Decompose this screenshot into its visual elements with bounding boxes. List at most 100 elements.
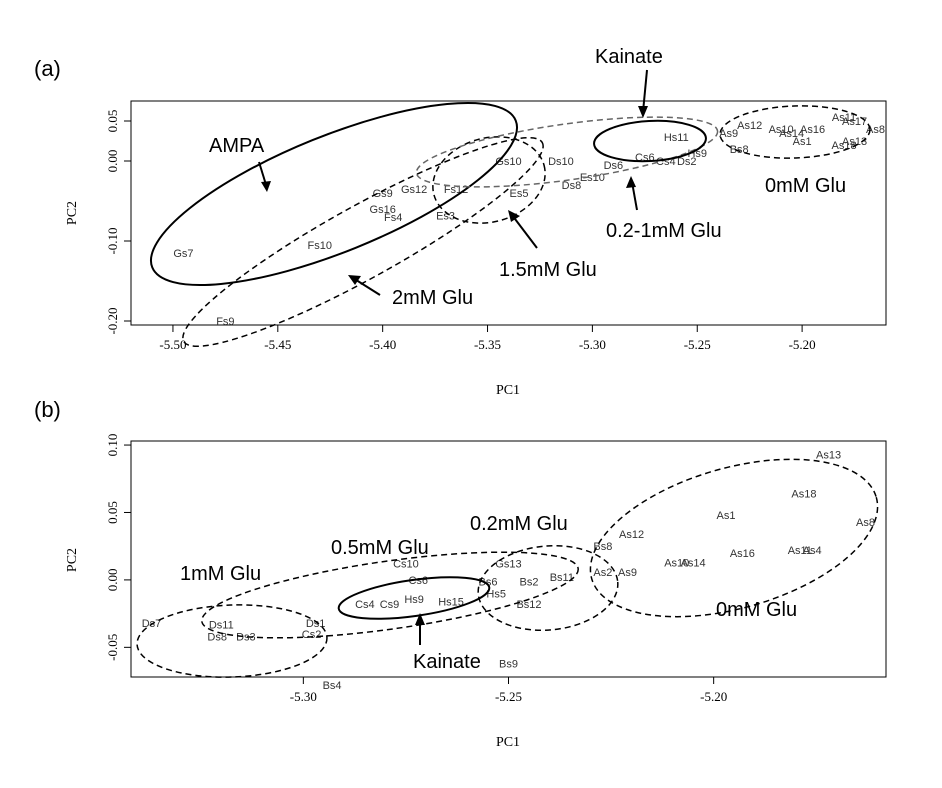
- panel-a-xlabel: PC1: [496, 383, 520, 398]
- panel-a: (a) -5.50 -5.45 -5.40 -5.35 -5.30 -5.25 -5.20 …: [34, 46, 887, 398]
- data-point-label: As8: [856, 517, 875, 529]
- panel-b-y-axis: 0.10 0.05 0.00 -0.05: [105, 434, 131, 661]
- data-point-label: As16: [800, 124, 825, 136]
- data-point-label: Hs5: [486, 588, 506, 600]
- y-tick-label: 0.00: [105, 569, 120, 592]
- y-tick-label: -0.10: [105, 227, 120, 254]
- y-tick-label: 0.10: [105, 434, 120, 457]
- ampa-label: AMPA: [209, 135, 265, 157]
- data-point-label: As11: [788, 545, 812, 557]
- data-point-label: As13: [842, 136, 867, 148]
- data-point-label: Gs16: [370, 204, 396, 216]
- glu-0mm-label-a: 0mM Glu: [765, 175, 846, 197]
- data-point-label: Cs10: [393, 559, 419, 571]
- x-tick-label: -5.40: [369, 337, 396, 352]
- data-point-label: Cs4: [355, 599, 375, 611]
- data-point-label: As18: [791, 489, 816, 501]
- data-point-label: As4: [803, 545, 822, 557]
- data-point-label: Cs6: [635, 152, 655, 164]
- data-point-label: Bs2: [520, 576, 539, 588]
- data-point-label: As14: [681, 557, 706, 569]
- data-point-label: Gs13: [495, 559, 521, 571]
- data-point-label: Gs9: [373, 188, 393, 200]
- data-point-label: Hs15: [438, 596, 464, 608]
- data-point-label: Es5: [510, 188, 529, 200]
- panel-b: (b) -5.30 -5.25 -5.20 0.10 0.05 0.00 -0.05 Ds…: [34, 397, 887, 750]
- panel-b-x-axis: -5.30 -5.25 -5.20: [290, 677, 727, 704]
- data-point-label: Fs9: [216, 316, 234, 328]
- data-point-label: As9: [618, 567, 637, 579]
- data-point-label: Bs8: [593, 541, 612, 553]
- data-point-label: Cs9: [380, 599, 400, 611]
- data-point-label: Bs4: [323, 680, 342, 692]
- data-point-label: Gs12: [401, 184, 427, 196]
- y-tick-label: 0.05: [105, 501, 120, 524]
- data-point-label: As10: [769, 124, 794, 136]
- panel-a-y-axis: 0.05 0.00 -0.10 -0.20: [105, 110, 131, 335]
- panel-a-x-axis: -5.50 -5.45 -5.40 -5.35 -5.30 -5.25 -5.20: [159, 325, 816, 352]
- ampa-arrow-head: [261, 181, 271, 192]
- data-point-label: As2: [593, 567, 612, 579]
- glu-1-5mm-label: 1.5mM Glu: [499, 259, 597, 281]
- glu-1-5mm-arrow: [511, 214, 538, 249]
- glu-2mm-label: 2mM Glu: [392, 287, 473, 309]
- data-point-label: As10: [664, 557, 689, 569]
- glu-0-2-1mm-arrow-head: [626, 176, 636, 188]
- data-point-label: Bs8: [730, 144, 749, 156]
- data-point-label: As12: [737, 120, 762, 132]
- panel-b-ylabel: PC2: [65, 548, 80, 572]
- data-point-label: Fs4: [384, 212, 402, 224]
- glu-2mm-arrow-head: [348, 275, 361, 285]
- glu-0mm-ellipse-b: [589, 458, 879, 618]
- data-point-label: Ds8: [562, 180, 582, 192]
- panel-b-xlabel: PC1: [496, 735, 520, 750]
- data-point-label: Ds3: [236, 632, 256, 644]
- y-tick-label: -0.05: [105, 634, 120, 661]
- data-point-label: As9: [719, 128, 738, 140]
- x-tick-label: -5.35: [474, 337, 501, 352]
- data-point-label: Cs2: [302, 629, 322, 641]
- data-point-label: As17: [842, 116, 867, 128]
- data-point-label: Ds8: [207, 632, 227, 644]
- kainate-ellipse-a: [593, 119, 707, 163]
- data-point-label: Fs10: [308, 240, 332, 252]
- kainate-label-b: Kainate: [413, 651, 481, 673]
- glu-0-5mm-label: 0.5mM Glu: [331, 537, 429, 559]
- glu-0mm-label-b: 0mM Glu: [716, 599, 797, 621]
- kainate-arrow-head-a: [638, 106, 648, 118]
- x-tick-label: -5.25: [495, 689, 522, 704]
- glu-1-5mm-ellipse: [432, 136, 546, 224]
- data-point-label: Ds10: [548, 156, 574, 168]
- panel-b-label: (b): [34, 397, 61, 422]
- x-tick-label: -5.50: [159, 337, 186, 352]
- y-tick-label: 0.00: [105, 150, 120, 173]
- y-tick-label: 0.05: [105, 110, 120, 133]
- kainate-arrow-head-b: [415, 613, 425, 625]
- glu-0-2mm-label: 0.2mM Glu: [470, 513, 568, 535]
- data-point-label: Ds2: [677, 156, 697, 168]
- x-tick-label: -5.25: [684, 337, 711, 352]
- glu-0-2mm-ellipse: [477, 544, 619, 632]
- data-point-label: As1: [716, 510, 735, 522]
- glu-0-5mm-ellipse: [201, 551, 579, 639]
- data-point-label: As11: [832, 112, 856, 124]
- glu-1-5mm-arrow-head: [508, 210, 520, 222]
- kainate-label-a: Kainate: [595, 46, 663, 68]
- data-point-label: As18: [832, 140, 857, 152]
- data-point-label: Bs12: [516, 599, 541, 611]
- x-tick-label: -5.30: [290, 689, 317, 704]
- kainate-arrow-a: [642, 69, 648, 113]
- panel-a-ylabel: PC2: [65, 201, 80, 225]
- data-point-label: As12: [619, 529, 644, 541]
- data-point-label: Bs9: [499, 659, 518, 671]
- data-point-label: Hs9: [404, 594, 424, 606]
- data-point-label: As16: [730, 548, 755, 560]
- glu-1mm-label: 1mM Glu: [180, 563, 261, 585]
- data-point-label: Ds1: [306, 618, 326, 630]
- ampa-ellipse: [149, 101, 519, 287]
- glu-0-2-1mm-label: 0.2-1mM Glu: [606, 220, 722, 242]
- x-tick-label: -5.45: [264, 337, 291, 352]
- glu-1mm-ellipse: [136, 604, 328, 678]
